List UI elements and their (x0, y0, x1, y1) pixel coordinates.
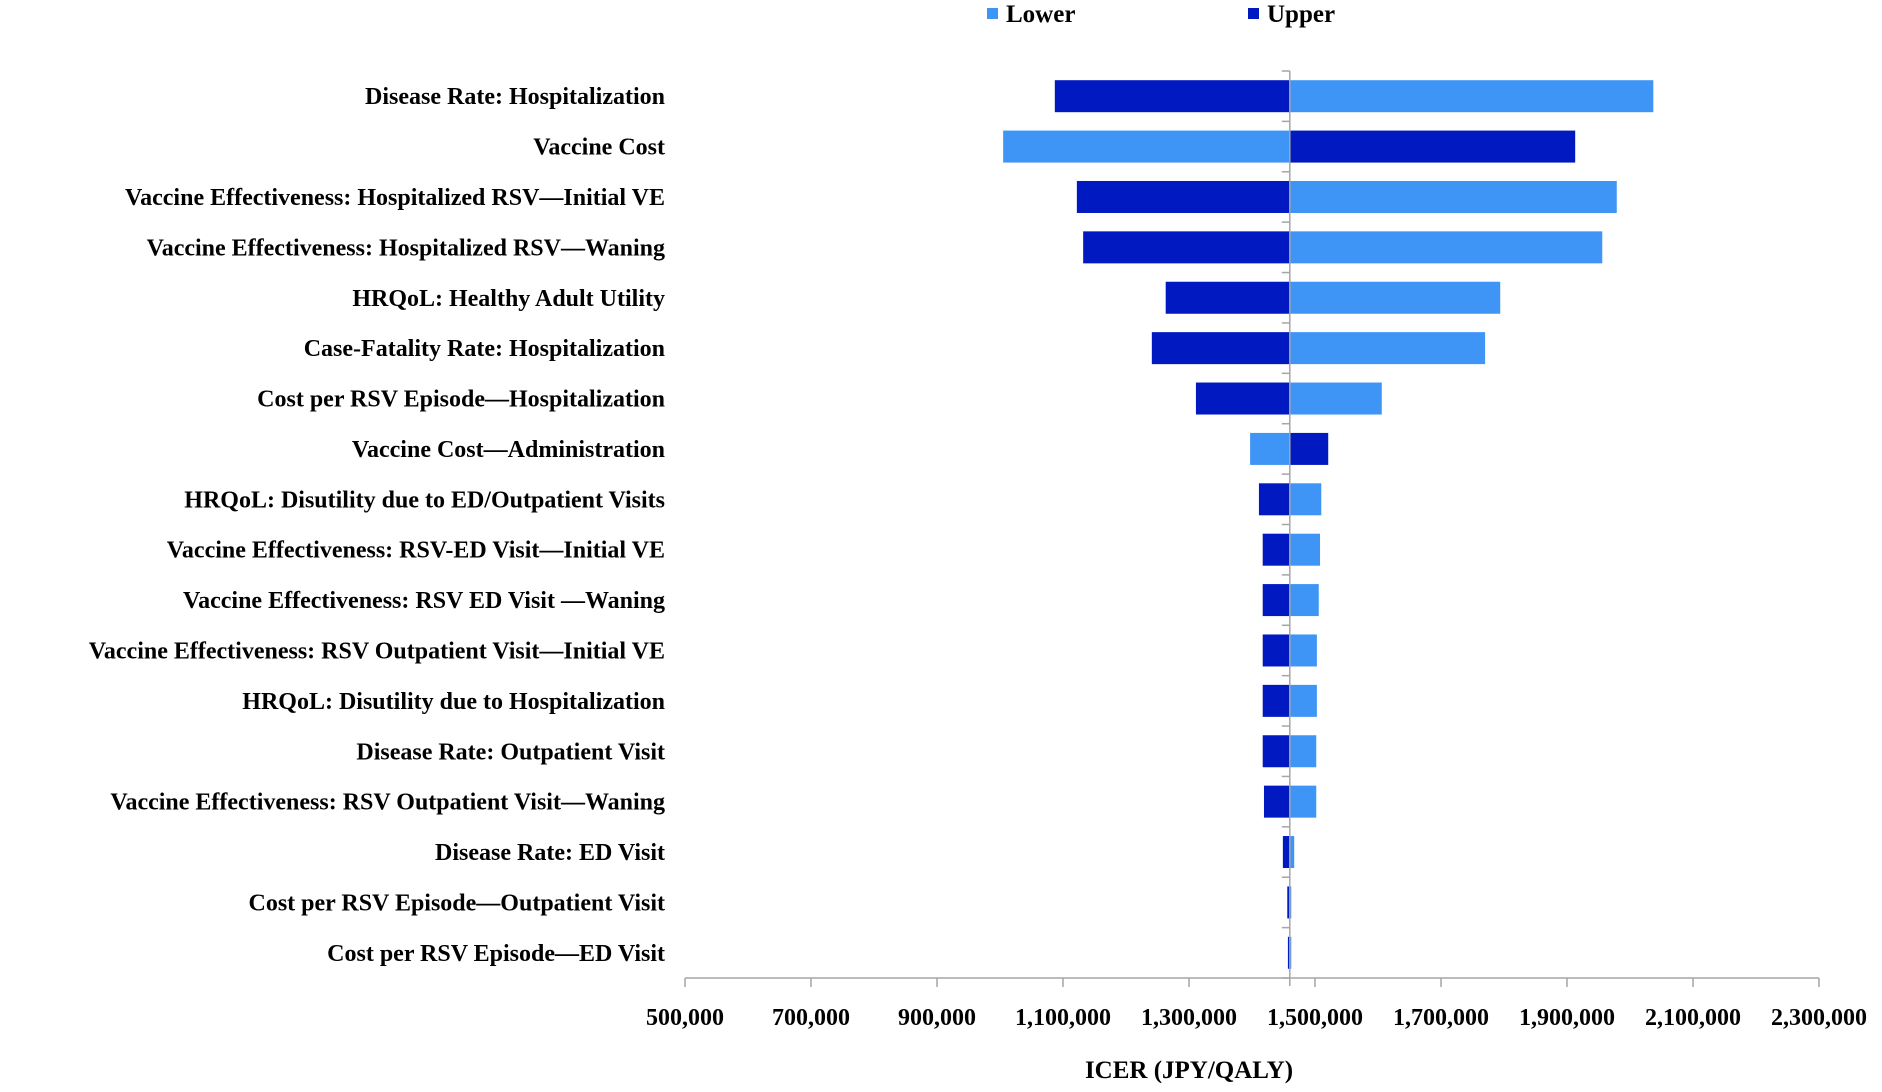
x-tick-label: 2,300,000 (1771, 1005, 1867, 1031)
category-label: Disease Rate: Hospitalization (365, 84, 665, 110)
bar-upper (1054, 80, 1290, 113)
bar-upper (1151, 332, 1290, 365)
bar-upper (1258, 483, 1290, 516)
category-label: Vaccine Cost (533, 135, 665, 161)
legend-label-lower: Lower (1006, 1, 1075, 28)
x-tick-label: 2,100,000 (1645, 1005, 1741, 1031)
bar-lower (1289, 634, 1317, 667)
legend-swatch-lower (987, 8, 998, 19)
category-label: Vaccine Effectiveness: RSV Outpatient Vi… (89, 638, 665, 664)
bar-lower (1289, 332, 1486, 365)
bar-upper (1289, 432, 1329, 465)
bar-lower (1289, 785, 1317, 818)
bar-lower (1289, 231, 1603, 264)
legend-swatch-upper (1248, 8, 1259, 19)
x-tick-label: 500,000 (646, 1005, 724, 1031)
bar-lower (1289, 180, 1617, 213)
bar-lower (1289, 684, 1317, 717)
category-label: HRQoL: Disutility due to ED/Outpatient V… (184, 487, 665, 513)
bar-lower (1289, 584, 1319, 617)
bar-upper (1287, 886, 1290, 919)
bar-lower (1289, 836, 1295, 869)
x-tick-label: 1,500,000 (1267, 1005, 1363, 1031)
category-label: HRQoL: Healthy Adult Utility (352, 286, 665, 312)
legend: Lower Upper (987, 1, 1335, 28)
bar-upper (1262, 735, 1290, 768)
axes (684, 70, 1820, 987)
bar-upper (1262, 684, 1290, 717)
bar-lower (1003, 130, 1290, 163)
x-tick-label: 1,700,000 (1393, 1005, 1489, 1031)
category-label: Case-Fatality Rate: Hospitalization (304, 336, 665, 362)
category-label: Vaccine Effectiveness: RSV-ED Visit—Init… (167, 538, 665, 564)
category-label: Cost per RSV Episode—Outpatient Visit (248, 890, 665, 916)
legend-label-upper: Upper (1267, 1, 1335, 28)
category-label: Vaccine Effectiveness: Hospitalized RSV—… (147, 235, 665, 261)
category-label: Cost per RSV Episode—ED Visit (327, 941, 665, 967)
category-label: Cost per RSV Episode—Hospitalization (257, 387, 665, 413)
category-label: HRQoL: Disutility due to Hospitalization (242, 689, 665, 715)
bar-upper (1165, 281, 1290, 314)
bar-upper (1195, 382, 1290, 415)
bar-lower (1289, 735, 1317, 768)
bar-upper (1262, 634, 1290, 667)
category-label: Vaccine Effectiveness: RSV Outpatient Vi… (110, 790, 665, 816)
bar-lower (1289, 483, 1322, 516)
category-label: Disease Rate: Outpatient Visit (356, 739, 665, 765)
x-tick-label: 900,000 (898, 1005, 976, 1031)
x-tick-label: 1,900,000 (1519, 1005, 1615, 1031)
x-tick-label: 1,100,000 (1015, 1005, 1111, 1031)
category-label: Vaccine Effectiveness: Hospitalized RSV—… (125, 185, 665, 211)
bar-lower (1289, 80, 1654, 113)
bar-upper (1262, 584, 1290, 617)
x-tick-labels: 500,000 700,000 900,000 1,100,000 1,300,000 1… (646, 1005, 1867, 1031)
category-label: Disease Rate: ED Visit (435, 840, 665, 866)
bar-upper (1083, 231, 1290, 264)
bar-upper (1076, 180, 1290, 213)
x-axis-title: ICER (JPY/QALY) (1085, 1057, 1293, 1084)
bars (1003, 80, 1654, 969)
bar-lower (1289, 533, 1321, 566)
bar-lower (1250, 432, 1290, 465)
category-label: Vaccine Effectiveness: RSV ED Visit —Wan… (183, 588, 665, 614)
bar-upper (1262, 533, 1290, 566)
x-tick-label: 1,300,000 (1141, 1005, 1237, 1031)
x-tick-label: 700,000 (772, 1005, 850, 1031)
category-labels: Disease Rate: Hospitalization Vaccine Cos… (89, 84, 665, 967)
bar-upper (1289, 130, 1576, 163)
bar-upper (1282, 836, 1290, 869)
bar-upper (1263, 785, 1290, 818)
bar-upper (1287, 936, 1290, 969)
category-label: Vaccine Cost—Administration (352, 437, 665, 463)
bar-lower (1289, 281, 1501, 314)
bar-lower (1289, 382, 1382, 415)
